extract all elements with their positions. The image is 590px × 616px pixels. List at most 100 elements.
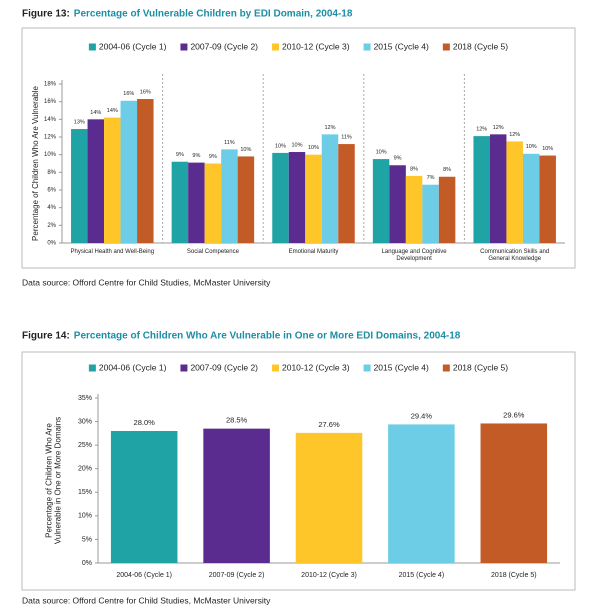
value-label: 10% <box>308 145 319 151</box>
y-tick-label: 2% <box>47 223 56 229</box>
chart-frame <box>21 27 576 269</box>
x-tick-label: Physical Health and Well-Being <box>70 249 154 255</box>
x-tick-label: Language and Cognitive Development <box>382 249 448 262</box>
bar <box>110 431 178 563</box>
bar <box>288 152 306 243</box>
value-label: 12% <box>476 127 487 133</box>
value-label: 13% <box>74 120 85 126</box>
figure-label: Figure 13: <box>22 9 70 20</box>
figure-title: Percentage of Vulnerable Children by EDI… <box>74 9 353 20</box>
value-label: 14% <box>90 110 101 116</box>
value-label: 12% <box>324 125 335 131</box>
y-tick-label: 35% <box>78 395 92 402</box>
bar <box>203 428 270 563</box>
y-tick-label: 25% <box>78 442 92 449</box>
legend-swatch <box>180 43 188 51</box>
value-label: 11% <box>224 140 235 146</box>
value-label: 12% <box>493 125 504 131</box>
y-tick-label: 5% <box>82 536 92 543</box>
bar <box>295 432 363 563</box>
y-tick-label: 0% <box>47 241 56 247</box>
legend-label: 2007-09 (Cycle 2) <box>190 362 258 372</box>
bar <box>221 149 238 243</box>
bar <box>489 134 507 243</box>
value-label: 10% <box>526 144 537 150</box>
bar <box>87 119 105 243</box>
x-tick-label: Social Competence <box>187 249 240 255</box>
bar <box>188 162 205 243</box>
legend-swatch <box>442 43 450 51</box>
legend-label: 2007-09 (Cycle 2) <box>190 41 258 51</box>
legend-label: 2004-06 (Cycle 1) <box>99 41 167 51</box>
value-label: 8% <box>443 167 451 173</box>
y-tick-label: 0% <box>82 560 92 567</box>
bar <box>405 175 423 243</box>
bar <box>438 176 456 243</box>
figure-title: Percentage of Children Who Are Vulnerabl… <box>74 331 461 342</box>
x-tick-label: Communication Skills and General Knowledg… <box>480 249 549 262</box>
bar <box>204 163 222 243</box>
value-label: 9% <box>209 154 217 160</box>
y-tick-label: 30% <box>78 418 92 425</box>
value-label: 14% <box>107 108 118 114</box>
x-tick-label: 2004-06 (Cycle 1) <box>116 572 172 579</box>
legend: 2004-06 (Cycle 1) 2007-09 (Cycle 2) 2010-1… <box>88 41 508 51</box>
value-label: 29.6% <box>503 410 525 419</box>
bar <box>305 154 322 243</box>
value-label: 28.0% <box>134 418 156 427</box>
legend-swatch <box>442 364 450 372</box>
y-tick-label: 4% <box>47 205 56 211</box>
y-tick-label: 8% <box>47 170 56 176</box>
legend-label: 2015 (Cycle 4) <box>374 41 429 51</box>
value-label: 10% <box>240 147 251 153</box>
bar <box>372 159 390 243</box>
legend-swatch <box>180 364 188 372</box>
bar <box>473 136 490 243</box>
legend-label: 2004-06 (Cycle 1) <box>99 362 167 372</box>
bar <box>539 155 556 243</box>
value-label: 10% <box>275 143 286 149</box>
y-axis-label: Percentage of Children Who AreVulnerable… <box>45 417 63 544</box>
y-tick-label: 10% <box>78 513 92 520</box>
value-label: 16% <box>123 91 134 97</box>
y-tick-label: 10% <box>44 152 57 158</box>
legend-swatch <box>272 364 279 372</box>
bar <box>120 100 138 244</box>
y-tick-label: 18% <box>44 82 57 88</box>
legend-swatch <box>88 43 96 51</box>
y-tick-label: 15% <box>78 489 92 496</box>
bar <box>522 153 540 243</box>
bar <box>104 117 121 243</box>
chart-frame <box>21 351 576 591</box>
legend-label: 2010-12 (Cycle 3) <box>282 41 350 51</box>
y-tick-label: 20% <box>78 466 92 473</box>
value-label: 10% <box>542 146 553 152</box>
bar <box>480 423 548 563</box>
y-tick-label: 6% <box>47 188 56 194</box>
value-label: 9% <box>176 152 184 158</box>
bar <box>71 129 88 243</box>
value-label: 10% <box>376 150 387 156</box>
bar <box>388 424 455 563</box>
bar <box>389 165 406 243</box>
x-tick-label: 2007-09 (Cycle 2) <box>209 572 265 579</box>
value-label: 8% <box>410 166 418 172</box>
value-label: 27.6% <box>318 420 340 429</box>
bar <box>422 184 439 243</box>
value-label: 12% <box>509 132 520 138</box>
bar <box>237 156 255 243</box>
legend-swatch <box>88 364 96 372</box>
y-tick-label: 14% <box>44 117 57 123</box>
y-tick-label: 12% <box>44 135 57 141</box>
value-label: 9% <box>192 153 200 159</box>
value-label: 28.5% <box>226 416 248 425</box>
figure-label: Figure 14: <box>22 331 70 342</box>
x-tick-label: 2010-12 (Cycle 3) <box>301 572 357 579</box>
bar <box>506 141 523 243</box>
x-tick-label: 2018 (Cycle 5) <box>491 572 537 579</box>
value-label: 29.4% <box>411 411 433 420</box>
x-tick-label: 2015 (Cycle 4) <box>399 572 445 579</box>
data-source: Data source: Offord Centre for Child Stu… <box>22 595 271 605</box>
value-label: 7% <box>427 175 435 181</box>
